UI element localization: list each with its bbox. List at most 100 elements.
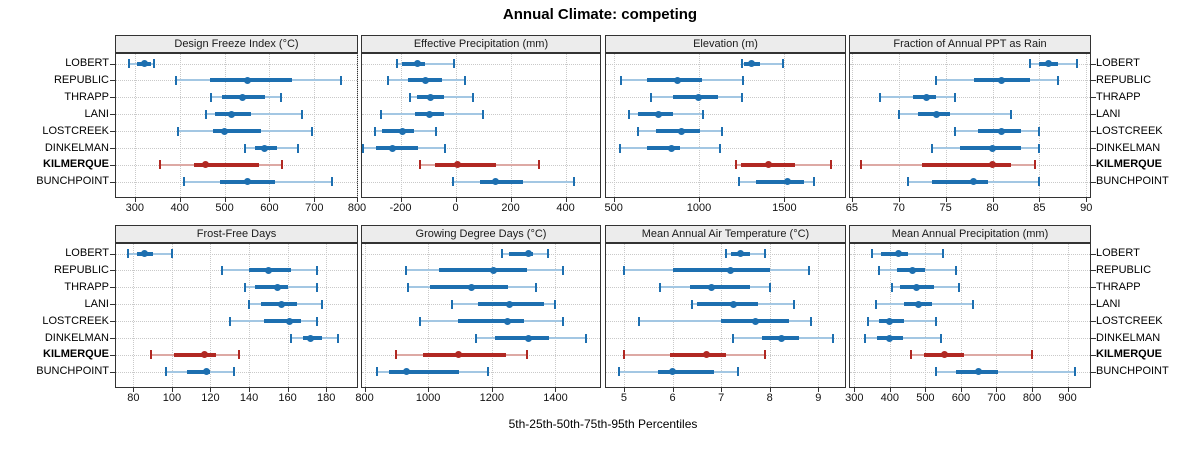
grid-line-h	[362, 63, 600, 65]
grid-line-v	[898, 54, 900, 197]
iqr-bar	[434, 162, 496, 167]
whisker-cap-low	[452, 177, 455, 187]
whisker-cap-high	[300, 109, 303, 119]
row-tick-left	[110, 114, 115, 116]
median-dot	[261, 144, 269, 152]
tick-mark	[357, 198, 358, 202]
tick-label: 700	[305, 202, 324, 214]
grid-line-v	[428, 244, 430, 387]
row-tick-right	[1091, 164, 1096, 166]
median-dot	[764, 161, 772, 169]
tick-mark	[171, 388, 173, 392]
grid-line-v	[784, 54, 786, 197]
grid-line-h	[116, 148, 357, 149]
median-dot	[227, 110, 235, 118]
whisker-cap-high	[1057, 75, 1060, 85]
tick-mark	[326, 388, 328, 392]
iqr-bar	[264, 319, 302, 324]
tick-label: 600	[260, 202, 279, 214]
whisker-cap-high	[281, 160, 284, 170]
tick-label: 500	[916, 392, 935, 404]
tick-label: 300	[845, 392, 864, 404]
tick-mark	[510, 198, 512, 202]
whisker-cap-high	[807, 265, 810, 275]
panel-fraction-of-annual-ppt-as-rain	[849, 53, 1091, 198]
whisker-cap-low	[867, 316, 870, 326]
row-tick-right	[1091, 148, 1096, 149]
whisker-cap-low	[375, 367, 378, 377]
iqr-bar	[495, 336, 550, 340]
whisker-cap-high	[763, 350, 766, 360]
strip-fraction-of-annual-ppt-as-rain: Fraction of Annual PPT as Rain	[849, 35, 1091, 53]
whisker-cap-high	[721, 126, 724, 136]
site-label-left-republic: REPUBLIC	[53, 263, 109, 276]
grid-line-h	[606, 164, 845, 166]
grid-line-h	[606, 338, 845, 339]
grid-line-v	[400, 54, 402, 197]
iqr-bar	[439, 268, 527, 273]
tick-label: 900	[1058, 392, 1077, 404]
site-label-right-thrapp: THRAPP	[1096, 280, 1141, 293]
whisker-cap-low	[244, 143, 247, 153]
row-tick-left	[110, 63, 115, 65]
tick-mark	[854, 388, 856, 392]
tick-label: 6	[669, 392, 676, 404]
whisker-cap-high	[1010, 109, 1013, 119]
whisker-cap-low	[404, 265, 407, 275]
strip-elevation-m: Elevation (m)	[605, 35, 846, 53]
median-dot	[729, 300, 737, 308]
tick-mark	[565, 198, 567, 202]
tick-mark	[1032, 388, 1034, 392]
whisker-cap-high	[718, 143, 721, 153]
panel-design-freeze-index-c	[115, 53, 358, 198]
whisker-5-95	[864, 337, 942, 339]
median-dot	[914, 300, 922, 308]
row-tick-left	[110, 371, 115, 373]
panel-mean-annual-precipitation-mm	[849, 243, 1091, 388]
tick-mark	[898, 198, 900, 202]
grid-line-v	[134, 54, 136, 197]
tick-label: 1200	[479, 392, 505, 404]
whisker-cap-low	[935, 367, 938, 377]
iqr-bar	[375, 146, 419, 150]
grid-line-v	[721, 244, 723, 387]
grid-line-v	[555, 244, 557, 387]
median-dot	[427, 93, 435, 101]
tick-label: 85	[1033, 202, 1046, 214]
whisker-cap-high	[487, 367, 490, 377]
whisker-cap-high	[153, 59, 156, 68]
median-dot	[399, 127, 407, 135]
median-dot	[453, 161, 461, 169]
tick-mark	[851, 198, 853, 202]
whisker-5-95	[396, 62, 454, 65]
grid-line-v	[287, 244, 289, 387]
whisker-cap-high	[742, 75, 745, 85]
whisker-cap-low	[907, 177, 910, 187]
median-dot	[909, 266, 917, 274]
row-tick-right	[1091, 304, 1096, 306]
whisker-cap-high	[463, 75, 466, 85]
median-dot	[655, 110, 663, 118]
whisker-cap-high	[1038, 143, 1041, 153]
tick-label: 1000	[686, 202, 712, 214]
median-dot	[778, 334, 786, 342]
grid-line-h	[116, 371, 357, 373]
grid-line-v	[851, 54, 853, 197]
grid-line-v	[769, 244, 771, 387]
whisker-cap-high	[954, 92, 956, 102]
site-label-left-republic: REPUBLIC	[53, 73, 109, 86]
tick-label: 180	[316, 392, 336, 404]
whisker-cap-low	[126, 249, 129, 258]
whisker-cap-high	[315, 265, 318, 275]
panel-title-fraction-of-annual-ppt-as-rain: Fraction of Annual PPT as Rain	[893, 38, 1047, 50]
whisker-cap-low	[910, 350, 913, 360]
whisker-cap-high	[972, 299, 975, 309]
whisker-5-95	[936, 370, 1075, 373]
site-label-left-lobert: LOBERT	[65, 57, 109, 69]
iqr-bar	[657, 369, 714, 374]
panel-title-mean-annual-precipitation-mm: Mean Annual Precipitation (mm)	[891, 228, 1049, 240]
panel-growing-degree-days-c	[361, 243, 601, 388]
median-dot	[970, 178, 978, 186]
row-tick-left	[110, 131, 115, 133]
whisker-cap-low	[860, 160, 863, 170]
